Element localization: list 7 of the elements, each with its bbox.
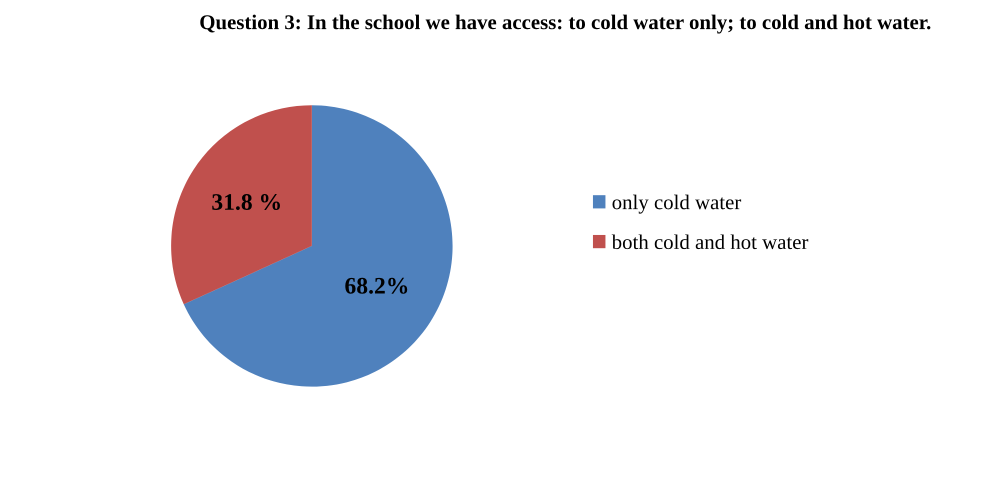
- data-label: 31.8 %: [212, 194, 280, 210]
- pie-slice: [184, 105, 453, 387]
- data-label: 68.2%: [345, 278, 408, 294]
- legend-label: only cold water: [612, 194, 742, 214]
- pie-slice: [171, 105, 312, 304]
- legend-label: both cold and hot water: [612, 234, 808, 250]
- chart-title: Question 3: In the school we have access: to cold water only; to cold and hot water.: [200, 14, 930, 34]
